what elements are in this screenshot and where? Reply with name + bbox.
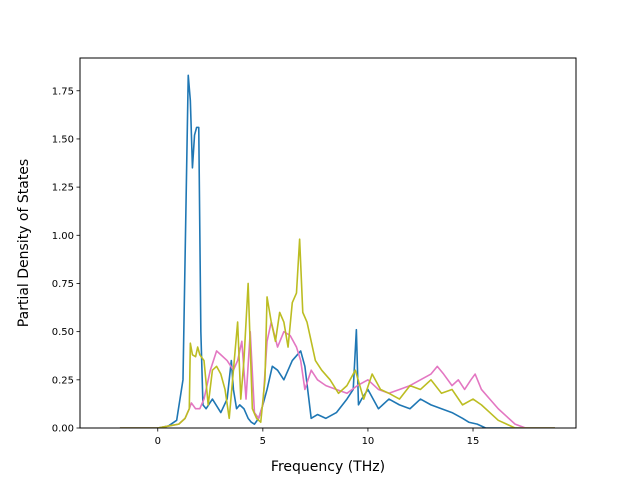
y-tick-label: 1.75 xyxy=(52,86,74,97)
x-axis-ticks: 0 5 10 15 xyxy=(155,428,480,447)
y-tick-label: 0.00 xyxy=(52,424,74,435)
x-axis-label: Frequency (THz) xyxy=(271,459,385,475)
plot-area xyxy=(80,58,576,428)
y-tick-label: 0.25 xyxy=(52,375,74,386)
y-tick-label: 1.00 xyxy=(52,231,74,242)
series-layer xyxy=(119,74,555,428)
x-tick-label: 15 xyxy=(467,436,480,447)
x-tick-label: 0 xyxy=(155,436,161,447)
series-line-1 xyxy=(119,74,555,428)
x-tick-label: 5 xyxy=(260,436,266,447)
x-tick-label: 10 xyxy=(362,436,375,447)
series-line-3 xyxy=(119,238,555,428)
y-tick-label: 0.75 xyxy=(52,279,74,290)
series-line-2 xyxy=(119,321,555,428)
y-axis-label: Partial Density of States xyxy=(16,159,32,327)
plot-frame xyxy=(79,57,577,429)
y-axis-ticks: 0.00 0.25 0.50 0.75 1.00 1.25 1.50 1.75 xyxy=(52,86,80,435)
y-tick-label: 1.25 xyxy=(52,183,74,194)
y-tick-label: 0.50 xyxy=(52,327,74,338)
y-tick-label: 1.50 xyxy=(52,134,74,145)
